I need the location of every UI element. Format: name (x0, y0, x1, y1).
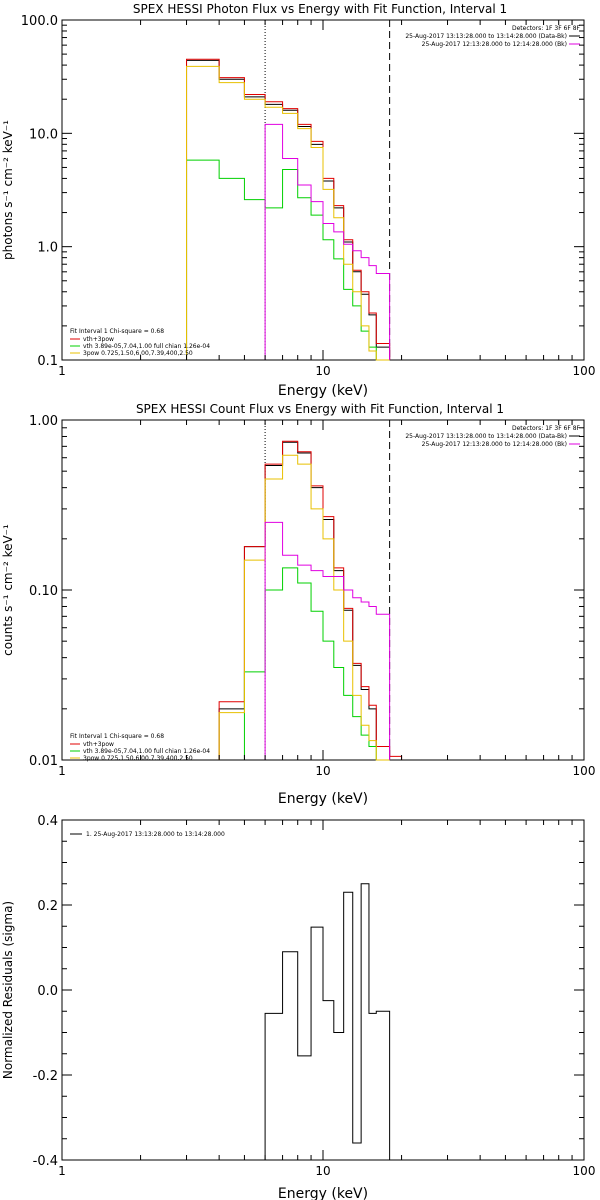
photon-title: SPEX HESSI Photon Flux vs Energy with Fi… (133, 2, 507, 16)
y-tick-label: 0.0 (37, 984, 58, 999)
count-ticks: 1 10 100 0.01 0.10 1.00 (29, 414, 595, 778)
count-legend-3pow: 3pow 0.725,1.50,6.00,7.39,400,2.50 (83, 755, 193, 762)
photon-legend-3pow: 3pow 0.725,1.50,6.00,7.39,400,2.50 (83, 350, 193, 357)
photon-detectors: Detectors: 1F 3F 6F 8F (512, 25, 581, 32)
photon-xlabel: Energy (keV) (278, 383, 368, 399)
count-xlabel: Energy (keV) (278, 791, 368, 807)
count-legend-vth: vth 3.89e-05,7.04,1.00 full chian 1.26e-… (83, 748, 210, 755)
photon-legend-total: vth+3pow (83, 336, 114, 343)
y-tick-label: 0.10 (29, 584, 58, 599)
x-tick-label: 100 (573, 764, 596, 778)
photon-ylabel: photons s⁻¹ cm⁻² keV⁻¹ (1, 120, 15, 260)
residual-ticks: 1 10 100 -0.4 -0.2 0.0 0.2 0.4 (33, 814, 596, 1178)
count-panel: SPEX HESSI Count Flux vs Energy with Fit… (1, 402, 595, 807)
series-line-2 (186, 159, 390, 361)
series-line-1 (218, 440, 403, 760)
y-tick-label: -0.4 (33, 1154, 58, 1169)
x-tick-label: 10 (315, 1164, 330, 1178)
photon-plot-frame (61, 19, 585, 361)
series-line-0 (264, 883, 391, 1160)
photon-fit-label: Fit Interval 1 Chi-square = 0.68 (70, 328, 164, 335)
photon-panel: SPEX HESSI Photon Flux vs Energy with Fi… (1, 2, 595, 399)
series-line-2 (243, 567, 390, 761)
count-legend-total: vth+3pow (83, 741, 114, 748)
series-line-0 (186, 59, 391, 360)
y-tick-label: 0.01 (29, 754, 58, 769)
photon-legend-vth: vth 3.89e-05,7.04,1.00 full chian 1.26e-… (83, 343, 210, 350)
count-time-data: 25-Aug-2017 13:13:28.000 to 13:14:28.000… (405, 433, 567, 440)
x-tick-label: 1 (58, 764, 66, 778)
series-line-4 (264, 521, 391, 760)
y-tick-label: 0.2 (37, 899, 58, 914)
y-tick-label: 0.1 (37, 354, 58, 369)
y-tick-label: 0.4 (37, 814, 58, 829)
photon-time-bk: 25-Aug-2017 12:13:28.000 to 12:14:28.000… (422, 41, 567, 48)
residual-legend-label: 1. 25-Aug-2017 13:13:28.000 to 13:14:28.… (86, 831, 225, 838)
photon-time-data: 25-Aug-2017 13:13:28.000 to 13:14:28.000… (405, 33, 567, 40)
residual-ylabel: Normalized Residuals (sigma) (1, 901, 15, 1079)
count-plot-frame (61, 419, 585, 761)
x-tick-label: 100 (573, 1164, 596, 1178)
count-title: SPEX HESSI Count Flux vs Energy with Fit… (136, 402, 504, 416)
residual-marks (264, 883, 391, 1160)
residual-legend: 1. 25-Aug-2017 13:13:28.000 to 13:14:28.… (70, 831, 225, 838)
y-tick-label: 1.00 (29, 414, 58, 429)
photon-legend-header: Detectors: 1F 3F 6F 8F 25-Aug-2017 13:13… (405, 25, 580, 48)
series-line-3 (186, 65, 390, 361)
x-tick-label: 1 (58, 1164, 66, 1178)
residual-xlabel: Energy (keV) (278, 1186, 368, 1200)
x-tick-label: 10 (315, 764, 330, 778)
photon-ticks: 1 10 100 0.1 1.0 10.0 100.0 (21, 14, 596, 378)
residual-panel: 1 10 100 -0.4 -0.2 0.0 0.2 0.4 Energy (keV) Nor… (1, 814, 595, 1200)
count-ylabel: counts s⁻¹ cm⁻² keV⁻¹ (1, 524, 15, 656)
y-tick-label: 1.0 (37, 241, 58, 256)
x-tick-label: 10 (315, 364, 330, 378)
series-line-4 (264, 123, 391, 360)
y-tick-label: 100.0 (21, 14, 58, 29)
x-tick-label: 1 (58, 364, 66, 378)
x-tick-label: 100 (573, 364, 596, 378)
count-fit-label: Fit Interval 1 Chi-square = 0.68 (70, 733, 164, 740)
count-fit-legend: Fit Interval 1 Chi-square = 0.68 vth+3po… (70, 733, 210, 762)
y-tick-label: -0.2 (33, 1069, 58, 1084)
y-tick-label: 10.0 (29, 127, 58, 142)
photon-marks (186, 20, 391, 361)
series-line-0 (218, 441, 402, 761)
count-legend-header: Detectors: 1F 3F 6F 8F 25-Aug-2017 13:13… (405, 425, 580, 448)
count-detectors: Detectors: 1F 3F 6F 8F (512, 425, 581, 432)
photon-fit-legend: Fit Interval 1 Chi-square = 0.68 vth+3po… (70, 328, 210, 357)
count-time-bk: 25-Aug-2017 12:13:28.000 to 12:14:28.000… (422, 441, 567, 448)
count-marks (218, 420, 403, 761)
series-line-1 (186, 58, 391, 360)
